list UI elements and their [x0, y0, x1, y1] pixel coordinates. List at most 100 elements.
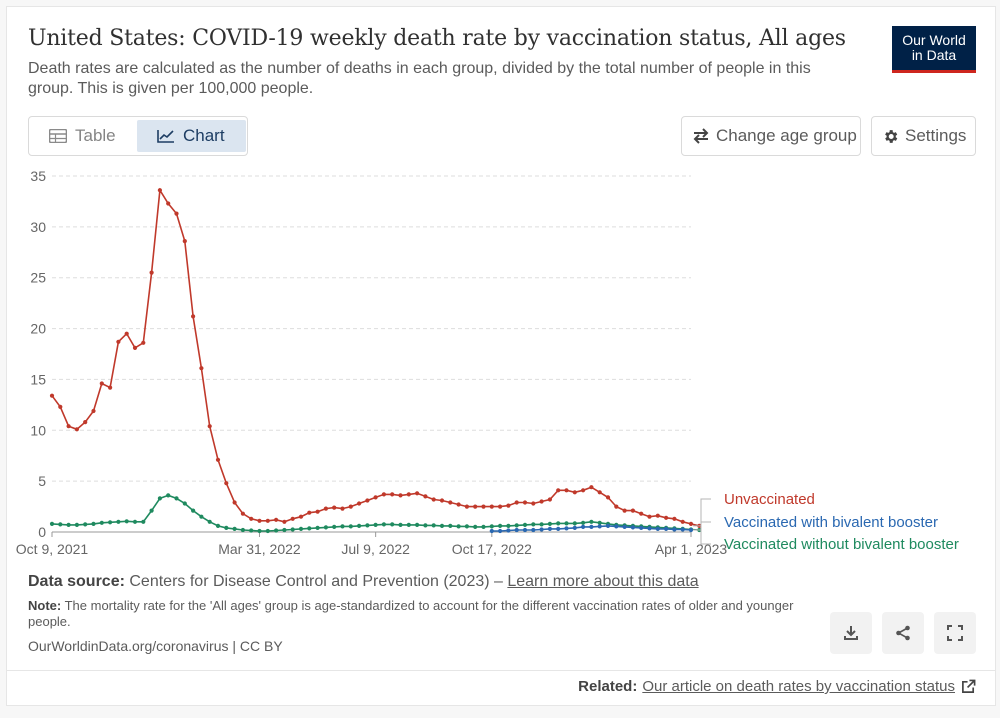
data-point[interactable]: [66, 522, 71, 528]
data-point[interactable]: [531, 522, 536, 527]
data-point[interactable]: [564, 488, 569, 493]
data-point[interactable]: [464, 524, 469, 529]
data-point[interactable]: [456, 524, 461, 529]
data-point[interactable]: [589, 485, 594, 490]
data-point[interactable]: [157, 188, 162, 193]
data-point[interactable]: [481, 524, 486, 530]
related-article-link[interactable]: Our article on death rates by vaccinatio…: [642, 678, 955, 695]
data-point[interactable]: [157, 496, 162, 501]
data-point[interactable]: [49, 521, 55, 527]
data-point[interactable]: [141, 519, 146, 524]
data-point[interactable]: [207, 519, 212, 524]
data-point[interactable]: [647, 514, 652, 519]
data-point[interactable]: [439, 498, 445, 503]
data-point[interactable]: [357, 523, 362, 529]
data-point[interactable]: [539, 527, 544, 532]
data-point[interactable]: [166, 493, 171, 498]
legend-label[interactable]: Vaccinated with bivalent booster: [724, 514, 938, 531]
data-point[interactable]: [298, 514, 304, 519]
data-point[interactable]: [232, 526, 237, 532]
data-point[interactable]: [506, 503, 511, 508]
data-point[interactable]: [315, 509, 320, 514]
data-point[interactable]: [506, 523, 511, 529]
data-point[interactable]: [597, 490, 602, 495]
data-point[interactable]: [489, 504, 494, 509]
share-button[interactable]: [882, 612, 924, 654]
data-point[interactable]: [581, 520, 586, 525]
data-point[interactable]: [547, 526, 553, 532]
data-point[interactable]: [232, 500, 237, 505]
data-point[interactable]: [622, 508, 627, 513]
legend-label[interactable]: Unvaccinated: [724, 491, 815, 508]
series-unvaccinated[interactable]: [49, 187, 702, 529]
data-point[interactable]: [406, 492, 411, 497]
data-point[interactable]: [647, 526, 652, 531]
data-point[interactable]: [340, 524, 345, 529]
tab-table[interactable]: Table: [49, 120, 116, 152]
data-point[interactable]: [108, 520, 113, 525]
data-point[interactable]: [340, 506, 345, 511]
data-point[interactable]: [423, 523, 428, 528]
data-point[interactable]: [149, 270, 154, 275]
data-point[interactable]: [66, 424, 71, 429]
data-point[interactable]: [58, 404, 63, 409]
data-point[interactable]: [539, 499, 544, 504]
data-point[interactable]: [506, 528, 511, 533]
data-point[interactable]: [522, 527, 528, 533]
data-point[interactable]: [448, 523, 453, 529]
data-point[interactable]: [215, 523, 221, 529]
data-point[interactable]: [531, 501, 536, 506]
data-point[interactable]: [556, 521, 561, 526]
data-point[interactable]: [639, 525, 644, 531]
data-point[interactable]: [572, 521, 577, 526]
data-point[interactable]: [174, 496, 179, 501]
credit-line[interactable]: OurWorldinData.org/coronavirus | CC BY: [28, 638, 283, 654]
data-point[interactable]: [680, 519, 685, 524]
data-point[interactable]: [116, 339, 121, 344]
data-point[interactable]: [381, 492, 386, 497]
data-point[interactable]: [91, 408, 96, 414]
data-point[interactable]: [365, 523, 370, 528]
data-point[interactable]: [415, 491, 420, 496]
data-point[interactable]: [564, 521, 569, 526]
data-point[interactable]: [589, 519, 594, 524]
data-point[interactable]: [199, 514, 204, 519]
data-point[interactable]: [597, 524, 602, 529]
data-point[interactable]: [315, 525, 320, 531]
data-point[interactable]: [182, 501, 187, 506]
data-point[interactable]: [688, 527, 694, 533]
data-point[interactable]: [191, 314, 196, 319]
data-point[interactable]: [473, 504, 478, 509]
data-point[interactable]: [307, 510, 312, 515]
series-vaccinated-with-bivalent-booster[interactable]: [489, 523, 694, 534]
data-point[interactable]: [166, 201, 171, 206]
data-point[interactable]: [265, 518, 270, 523]
data-point[interactable]: [199, 366, 204, 371]
data-point[interactable]: [556, 488, 561, 493]
data-point[interactable]: [323, 525, 328, 530]
data-point[interactable]: [581, 488, 586, 493]
data-point[interactable]: [332, 505, 337, 510]
data-point[interactable]: [664, 526, 669, 532]
data-point[interactable]: [531, 527, 536, 533]
data-point[interactable]: [655, 526, 660, 532]
data-point[interactable]: [448, 500, 453, 505]
data-point[interactable]: [639, 511, 644, 516]
data-point[interactable]: [398, 522, 403, 528]
tab-chart[interactable]: Chart: [137, 120, 246, 152]
data-point[interactable]: [348, 504, 353, 509]
data-point[interactable]: [622, 524, 627, 530]
data-point[interactable]: [116, 519, 121, 524]
data-point[interactable]: [307, 526, 312, 531]
data-point[interactable]: [572, 525, 577, 531]
legend-label[interactable]: Vaccinated without bivalent booster: [724, 536, 959, 553]
data-point[interactable]: [132, 519, 138, 524]
data-point[interactable]: [514, 500, 519, 505]
data-point[interactable]: [274, 528, 279, 533]
data-point[interactable]: [83, 522, 88, 527]
download-button[interactable]: [830, 612, 872, 654]
data-point[interactable]: [390, 492, 395, 497]
data-point[interactable]: [664, 515, 669, 520]
data-point[interactable]: [282, 527, 287, 533]
data-point[interactable]: [357, 501, 362, 506]
